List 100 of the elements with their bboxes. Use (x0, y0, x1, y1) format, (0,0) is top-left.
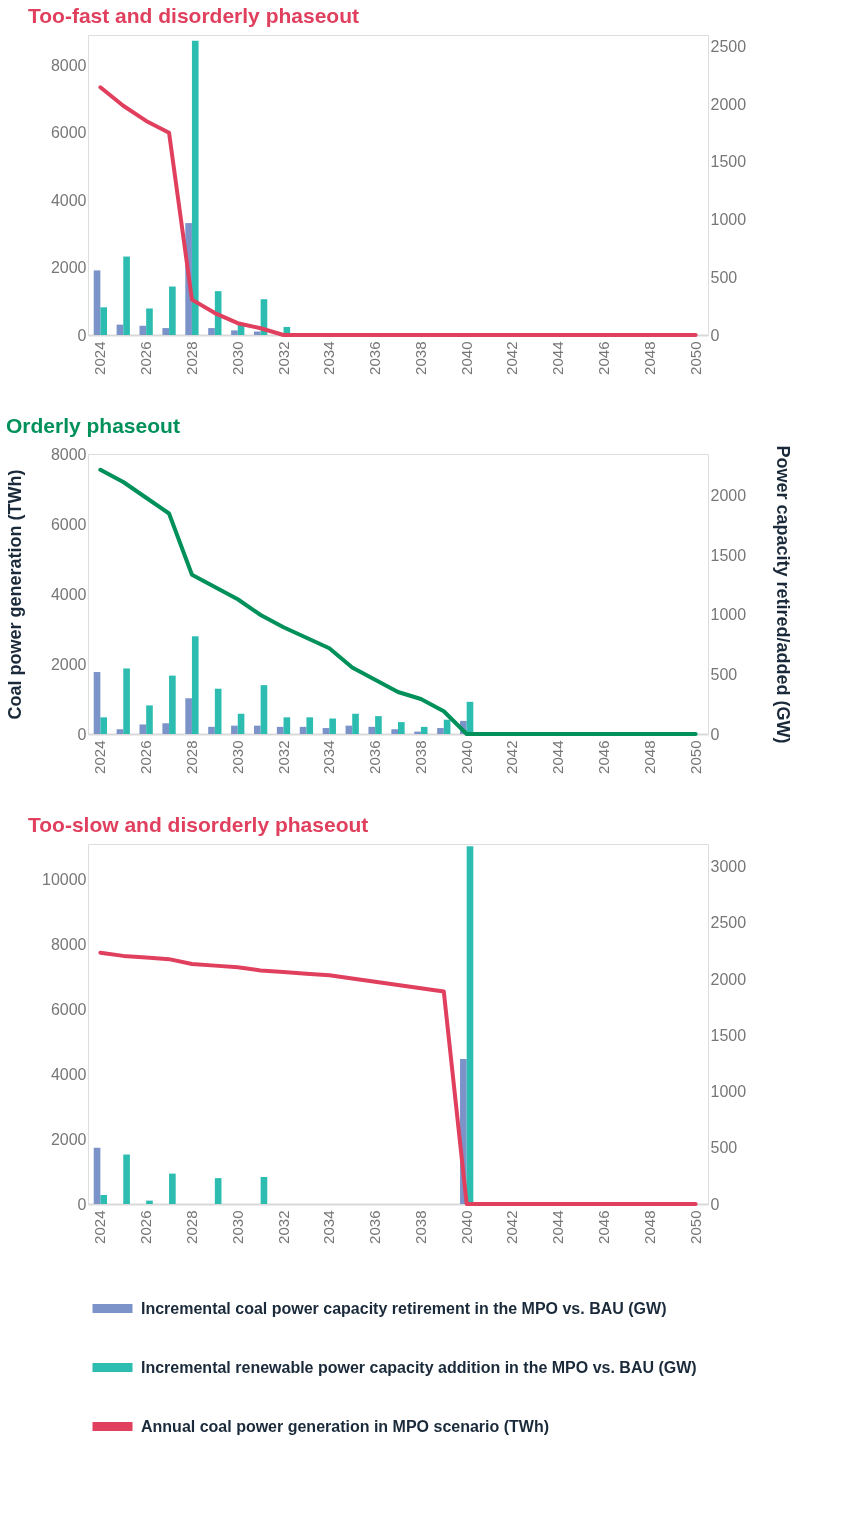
bar (93, 270, 101, 335)
bar (276, 726, 284, 734)
y-tick-label: 2000 (50, 1130, 87, 1148)
y2-tick-label: 3000 (710, 858, 747, 875)
bar (146, 1200, 153, 1204)
x-tick-label: 2034 (320, 341, 338, 375)
y-tick-label: 0 (77, 725, 87, 743)
bar (231, 725, 238, 734)
y-tick-label: 2000 (50, 259, 87, 277)
bar (162, 723, 170, 734)
x-tick-label: 2044 (549, 740, 567, 774)
chart-title: Orderly phaseout (6, 413, 180, 437)
x-tick-label: 2046 (595, 740, 613, 774)
y2-tick-label: 0 (710, 1195, 720, 1213)
bar (146, 705, 153, 734)
bar (466, 846, 474, 1204)
y2-tick-label: 2500 (710, 914, 747, 932)
bar (322, 728, 330, 734)
y2-tick-label: 1500 (710, 153, 747, 171)
y-tick-label: 6000 (50, 124, 87, 142)
chart-title: Too-fast and disorderly phaseout (28, 4, 359, 27)
line-series (98, 950, 698, 1206)
x-tick-label: 2050 (686, 341, 704, 375)
y2-tick-label: 0 (710, 725, 720, 743)
x-tick-label: 2028 (182, 740, 200, 774)
bar (123, 256, 130, 335)
x-tick-label: 2024 (91, 341, 109, 375)
x-tick-label: 2028 (182, 341, 200, 375)
bar (185, 698, 192, 734)
y2-tick-label: 2000 (710, 970, 747, 988)
y2-tick-label: 500 (710, 1139, 738, 1157)
y2-tick-label: 1500 (710, 546, 747, 564)
bar (123, 1154, 130, 1204)
x-tick-label: 2026 (137, 740, 155, 774)
x-tick-label: 2024 (91, 1210, 109, 1244)
x-tick-label: 2050 (686, 740, 704, 774)
bar (139, 724, 147, 734)
chart-title: Too-slow and disorderly phaseout (28, 813, 369, 836)
x-tick-label: 2034 (320, 740, 338, 774)
line-series (98, 467, 698, 736)
bar (100, 1195, 107, 1204)
y2-axis-title: Power capacity retired/added (GW) (772, 445, 793, 744)
bar (116, 729, 124, 734)
bar (306, 717, 314, 734)
bar (123, 668, 130, 734)
bar (93, 1147, 101, 1204)
y-tick-label: 10000 (42, 871, 87, 889)
x-tick-label: 2036 (366, 740, 384, 774)
y-tick-label: 8000 (50, 445, 87, 463)
x-tick-label: 2032 (274, 341, 292, 375)
legend-label: Incremental renewable power capacity addition in the MPO vs. BAU (GW) (141, 1358, 697, 1376)
bar (169, 286, 176, 335)
x-tick-label: 2038 (411, 341, 429, 375)
x-tick-label: 2032 (274, 1210, 292, 1244)
x-tick-label: 2048 (640, 740, 658, 774)
x-tick-label: 2038 (411, 1210, 429, 1244)
line-series (98, 85, 698, 337)
bar (100, 307, 107, 335)
y-tick-label: 0 (77, 1195, 87, 1213)
x-tick-label: 2036 (366, 341, 384, 375)
y2-tick-label: 0 (710, 326, 720, 344)
x-tick-label: 2030 (228, 341, 246, 375)
x-tick-label: 2034 (320, 1210, 338, 1244)
y2-tick-label: 1500 (710, 1026, 747, 1044)
x-tick-label: 2032 (274, 740, 292, 774)
x-tick-label: 2042 (503, 1210, 521, 1244)
bar (162, 328, 170, 335)
x-tick-label: 2046 (595, 341, 613, 375)
x-tick-label: 2026 (137, 1210, 155, 1244)
bar (214, 1178, 222, 1204)
x-tick-label: 2042 (503, 740, 521, 774)
bar (214, 688, 222, 734)
bar (169, 1173, 176, 1204)
bar (375, 716, 382, 734)
bar (329, 718, 336, 734)
bar (93, 672, 101, 734)
bar (253, 331, 261, 335)
bar (231, 330, 238, 335)
bar (398, 722, 405, 734)
y-tick-label: 8000 (50, 56, 87, 74)
x-tick-label: 2038 (411, 740, 429, 774)
bar (253, 725, 261, 734)
bar (208, 328, 215, 335)
x-tick-label: 2042 (503, 341, 521, 375)
bar (283, 717, 291, 734)
x-tick-label: 2048 (640, 341, 658, 375)
x-tick-label: 2024 (91, 740, 109, 774)
legend-label: Incremental coal power capacity retirement in the MPO vs. BAU (GW) (141, 1299, 667, 1317)
bar (100, 717, 107, 734)
bar (146, 308, 153, 335)
y2-tick-label: 500 (710, 665, 738, 683)
bar (437, 728, 444, 734)
bar (191, 40, 199, 335)
y2-tick-label: 2500 (710, 38, 747, 56)
x-tick-label: 2046 (595, 1210, 613, 1244)
x-tick-label: 2036 (366, 1210, 384, 1244)
x-tick-label: 2040 (457, 740, 475, 774)
bar (391, 729, 398, 734)
x-tick-label: 2048 (640, 1210, 658, 1244)
bar (169, 675, 176, 734)
